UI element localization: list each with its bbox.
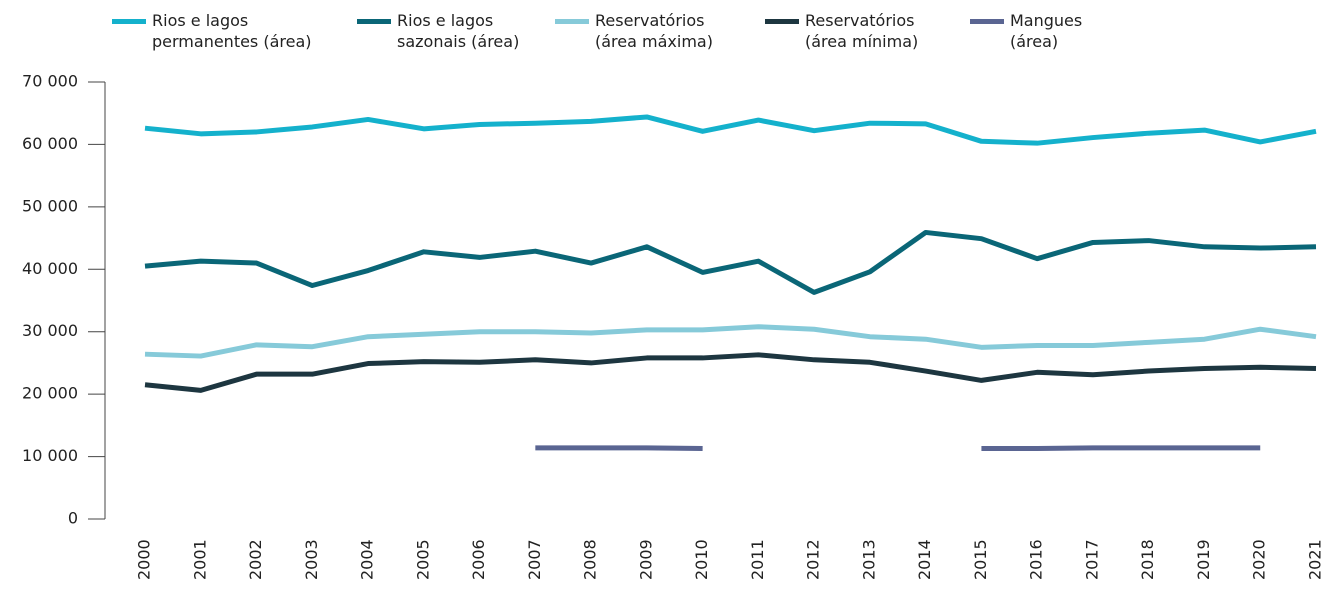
legend: Rios e lagos permanentes (área) Rios e la… [0,0,1321,70]
x-tick-label: 2001 [190,539,209,580]
x-tick-label: 2008 [581,539,600,580]
x-tick-label: 2013 [859,539,878,580]
y-tick-label: 30 000 [22,321,78,340]
series-line [144,114,1317,146]
x-tick-label: 2003 [302,539,321,580]
legend-label: Rios e lagos permanentes (área) [152,11,312,51]
legend-item: Rios e lagos sazonais (área) [357,10,519,52]
x-tick-label: 2006 [469,539,488,580]
x-tick-label: 2014 [915,539,934,580]
x-tick-label: 2009 [636,539,655,580]
y-tick-label: 60 000 [22,134,78,153]
x-tick-label: 2010 [692,539,711,580]
legend-swatch [555,19,589,24]
legend-item: Reservatórios (área máxima) [555,10,713,52]
legend-item: Rios e lagos permanentes (área) [112,10,312,52]
x-tick-label: 2007 [525,539,544,580]
legend-label: Rios e lagos sazonais (área) [397,11,520,51]
legend-swatch [112,19,146,24]
y-tick-label: 70 000 [22,72,78,91]
legend-label: Mangues (área) [1010,11,1083,51]
legend-swatch [970,19,1004,24]
legend-item: Reservatórios (área mínima) [765,10,918,52]
y-tick-label: 0 [68,509,78,528]
x-tick-label: 2018 [1138,539,1157,580]
x-tick-label: 2017 [1082,539,1101,580]
x-tick-label: 2005 [413,539,432,580]
x-tick-label: 2004 [358,539,377,580]
y-tick-label: 20 000 [22,384,78,403]
x-tick-label: 2012 [804,539,823,580]
x-tick-label: 2011 [748,539,767,580]
x-tick-label: 2000 [135,539,154,580]
x-tick-label: 2002 [246,539,265,580]
legend-label: Reservatórios (área máxima) [595,11,713,51]
x-tick-label: 2021 [1306,539,1321,580]
x-tick-label: 2016 [1027,539,1046,580]
legend-swatch [765,19,799,24]
y-tick-label: 40 000 [22,259,78,278]
series-line [144,352,1317,393]
legend-label: Reservatórios (área mínima) [805,11,919,51]
y-tick-label: 10 000 [22,446,78,465]
legend-swatch [357,19,391,24]
x-tick-label: 2019 [1194,539,1213,580]
series-line [144,324,1317,359]
series-line [535,445,1261,451]
x-tick-label: 2015 [971,539,990,580]
y-tick-label: 50 000 [22,196,78,215]
x-tick-label: 2020 [1250,539,1269,580]
series-line [144,229,1317,295]
legend-item: Mangues (área) [970,10,1082,52]
